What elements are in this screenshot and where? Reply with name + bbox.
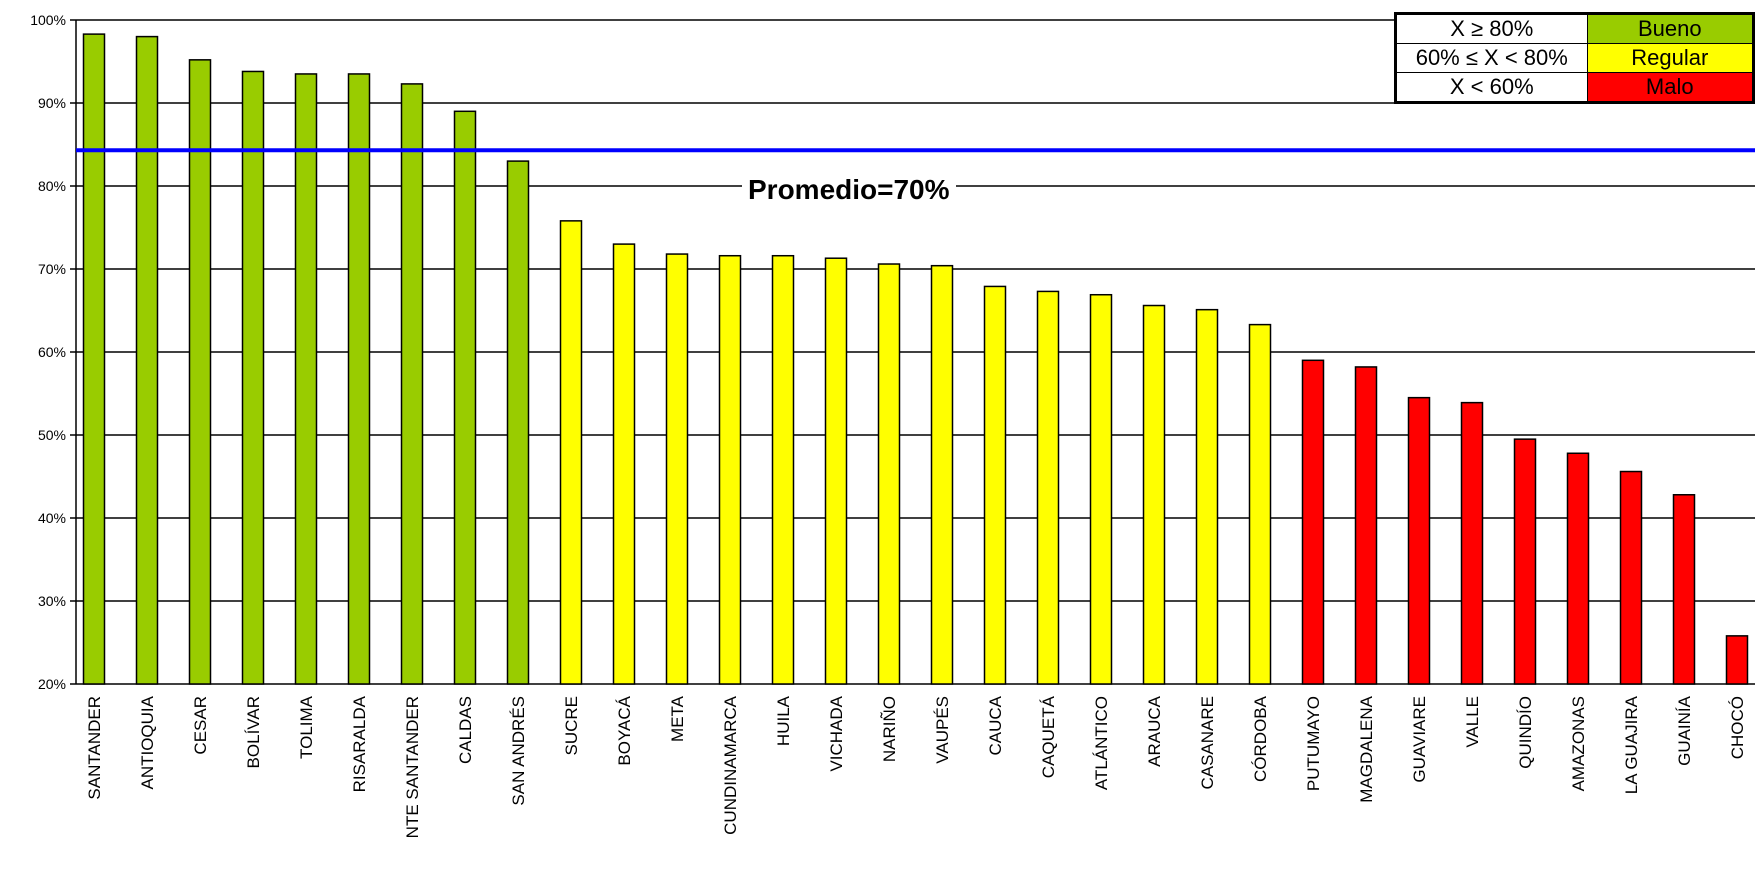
x-tick-label: HUILA [774,695,793,746]
legend-table: X ≥ 80% Bueno 60% ≤ X < 80% Regular X < … [1396,14,1754,102]
bar [824,257,848,685]
bars [82,33,1749,685]
x-tick-label: CUNDINAMARCA [721,695,740,835]
x-tick-label: CÓRDOBA [1251,695,1270,782]
bar [1354,366,1378,685]
legend-label-malo: Malo [1586,72,1754,102]
bar [612,243,636,685]
x-tick-label: META [668,695,687,742]
y-tick-label: 60% [38,344,66,360]
x-tick-label: QUINDÍO [1516,696,1535,769]
x-axis-labels: SANTANDER ANTIOQUIA CESAR BOLÍVAR TOLIMA RISA… [85,695,1747,838]
bar [1301,359,1325,685]
legend-label-bueno: Bueno [1586,14,1754,44]
y-tick-label: 50% [38,427,66,443]
gridlines [76,19,1755,685]
legend-range-regular: 60% ≤ X < 80% [1396,43,1588,73]
x-tick-label: BOYACÁ [615,695,634,765]
bar [1566,452,1590,685]
bar [771,254,795,685]
bar [718,254,742,685]
x-tick-label: SAN ANDRÉS [509,696,528,806]
x-tick-label: PUTUMAYO [1304,696,1323,791]
y-tick-label: 90% [38,95,66,111]
bar [135,35,159,685]
bar [400,83,424,685]
bar [1407,396,1431,685]
y-axis: 20% 30% 40% 50% 60% 70% 80% 90% 100% [30,12,77,692]
bar [453,110,477,685]
x-tick-label: NARIÑO [880,696,899,762]
bar [241,70,265,685]
x-tick-label: ATLÁNTICO [1092,696,1111,790]
bar [930,264,954,685]
x-tick-label: NTE SANTANDER [403,696,422,838]
legend-range-bueno: X ≥ 80% [1396,14,1588,44]
bar [188,59,212,685]
bar [1089,293,1113,685]
bar [1725,635,1749,685]
x-tick-label: CHOCÓ [1728,696,1747,759]
bar [665,253,689,685]
bar [983,285,1007,685]
x-tick-label: VALLE [1463,696,1482,748]
x-tick-label: GUAINÍA [1675,695,1694,766]
x-tick-label: ANTIOQUIA [138,695,157,789]
x-tick-label: TOLIMA [297,695,316,759]
x-tick-label: CALDAS [456,696,475,764]
x-tick-label: MAGDALENA [1357,695,1376,802]
bar [1619,470,1643,685]
y-tick-label: 80% [38,178,66,194]
x-tick-label: RISARALDA [350,695,369,792]
bar [1248,323,1272,685]
x-tick-label: ARAUCA [1145,695,1164,767]
x-tick-label: SUCRE [562,696,581,756]
y-tick-label: 30% [38,593,66,609]
x-tick-label: CAQUETÁ [1039,695,1058,778]
legend-row-bueno: X ≥ 80% Bueno [1396,14,1754,44]
x-tick-label: AMAZONAS [1569,696,1588,791]
y-tick-label: 20% [38,676,66,692]
legend: X ≥ 80% Bueno 60% ≤ X < 80% Regular X < … [1394,12,1755,104]
y-tick-label: 40% [38,510,66,526]
x-tick-label: CASANARE [1198,696,1217,790]
bar [294,73,318,685]
x-tick-label: BOLÍVAR [244,696,263,768]
bar [347,73,371,685]
bar [82,33,106,685]
average-label: Promedio=70% [742,174,956,206]
bar [1036,290,1060,685]
bar [1672,494,1696,685]
bar [1142,304,1166,685]
legend-row-regular: 60% ≤ X < 80% Regular [1396,43,1754,73]
x-tick-label: LA GUAJIRA [1622,695,1641,794]
x-tick-label: VICHADA [827,695,846,771]
y-tick-label: 70% [38,261,66,277]
bar [559,220,583,685]
bar [1513,438,1537,685]
y-tick-label: 100% [30,12,66,28]
x-tick-label: SANTANDER [85,696,104,800]
bar [877,263,901,685]
x-tick-label: GUAVIARE [1410,696,1429,783]
bar [506,160,530,685]
x-tick-label: CESAR [191,696,210,755]
legend-label-regular: Regular [1586,43,1754,73]
bar [1460,401,1484,685]
legend-range-malo: X < 60% [1396,72,1588,102]
bar [1195,308,1219,685]
x-tick-label: CAUCA [986,695,1005,755]
legend-row-malo: X < 60% Malo [1396,72,1754,102]
x-tick-label: VAUPÉS [933,696,952,764]
